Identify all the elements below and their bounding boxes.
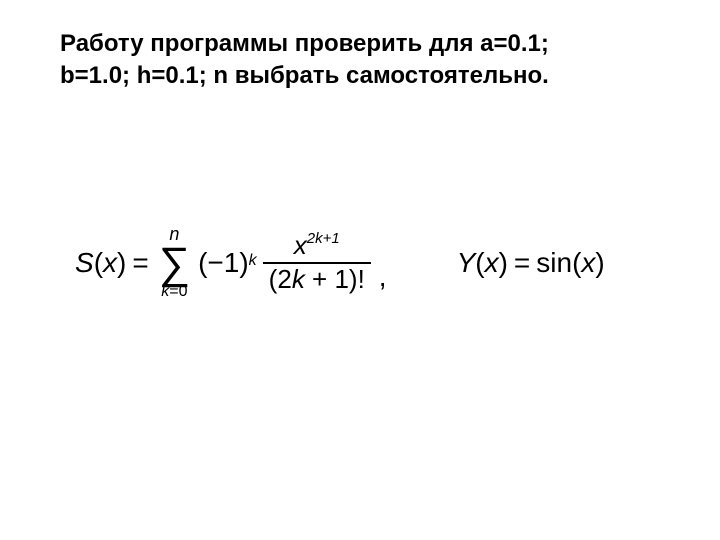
comma: , <box>379 261 387 293</box>
fraction-num: x2k+1 <box>288 230 346 261</box>
s-var: x <box>103 247 117 279</box>
frac-num-exp: 2k+1 <box>307 230 340 247</box>
sigma-lower: k=0 <box>161 284 187 300</box>
sin-func: sin <box>536 247 572 279</box>
y-func: Y <box>457 247 476 279</box>
lparen-2: ( <box>198 247 207 279</box>
y-var: x <box>485 247 499 279</box>
s-func: S <box>75 247 94 279</box>
sigma-lower-eq: = <box>169 283 178 300</box>
neg1-term: ( −1 ) k <box>198 247 257 279</box>
instruction-text: Работу программы проверить для a=0.1; b=… <box>60 28 680 93</box>
neg1: −1 <box>207 247 239 279</box>
sin-var: x <box>581 247 595 279</box>
exp-k: k <box>249 252 257 270</box>
sigma-block: n ∑ k=0 <box>159 225 190 300</box>
fraction-den: (2k + 1)! <box>263 264 371 295</box>
sigma-lower-val: 0 <box>179 283 188 300</box>
rparen-3: ) <box>499 247 508 279</box>
rparen-4: ) <box>595 247 604 279</box>
eq-2: = <box>514 247 530 279</box>
eq-1: = <box>132 247 148 279</box>
rparen-2: ) <box>239 247 248 279</box>
lparen-1: ( <box>94 247 103 279</box>
sigma-symbol: ∑ <box>159 245 190 282</box>
formula-row: S ( x ) = n ∑ k=0 ( −1 ) k <box>75 225 605 300</box>
frac-num-base: x <box>294 230 307 260</box>
fraction: x2k+1 (2k + 1)! <box>263 230 371 295</box>
instruction-line-1: Работу программы проверить для a=0.1; <box>60 30 549 57</box>
rparen-1: ) <box>117 247 126 279</box>
lparen-4: ( <box>572 247 581 279</box>
lparen-3: ( <box>475 247 484 279</box>
formula-block: S ( x ) = n ∑ k=0 ( −1 ) k <box>75 225 605 300</box>
instruction-line-2: b=1.0; h=0.1; n выбрать самостоятельно. <box>60 62 549 89</box>
